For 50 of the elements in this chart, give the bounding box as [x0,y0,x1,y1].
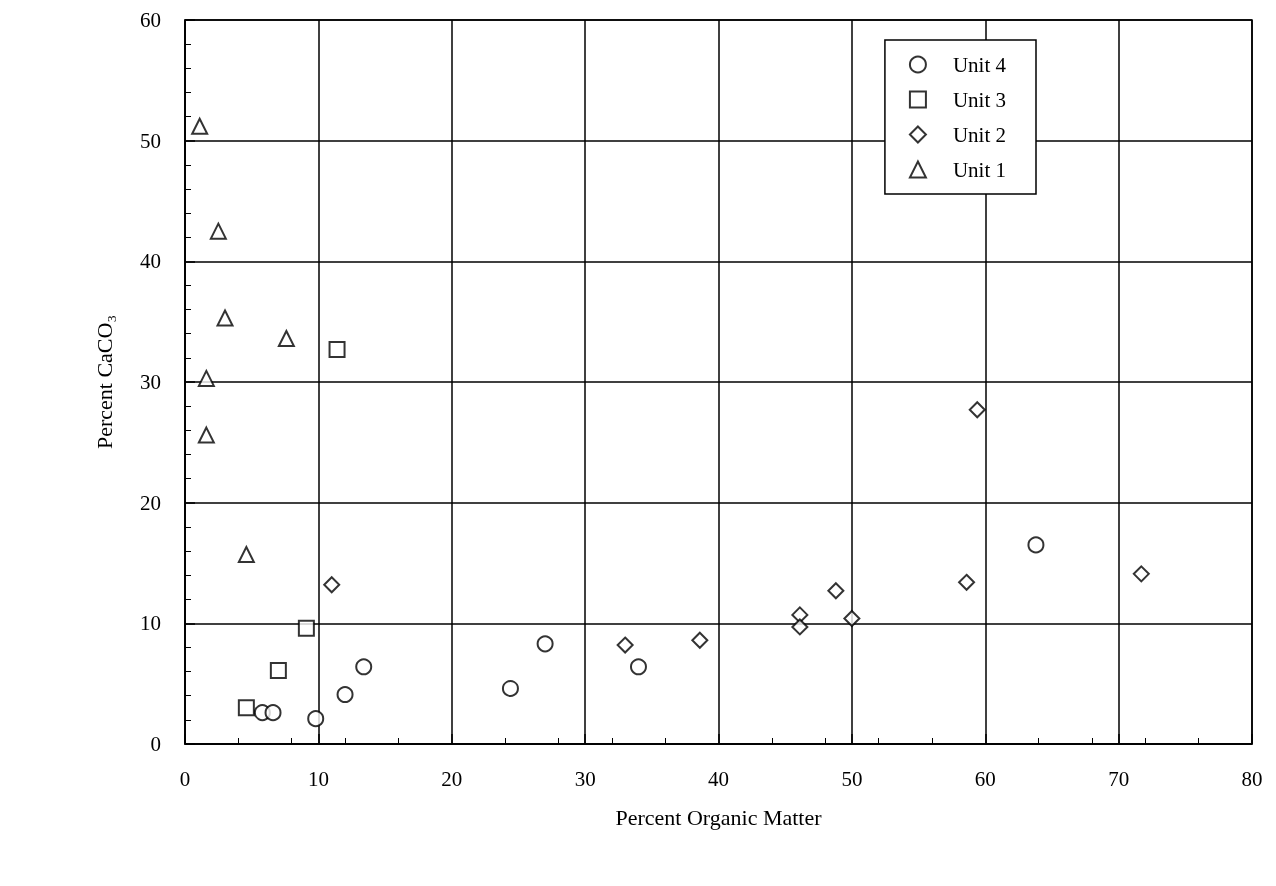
point [501,680,519,697]
y-axis-title: Percent CaCO₃ [91,314,117,450]
x-tick-label: 40 [708,766,729,791]
x-tick-label: 0 [179,766,191,791]
point [328,340,346,358]
point [536,635,554,653]
y-tick-label: 40 [140,249,161,274]
point [216,309,234,327]
x-axis-title: Percent Organic Matter [615,804,823,830]
point [355,658,373,676]
point [1027,536,1045,554]
point [237,546,255,564]
y-tick-label: 30 [140,370,161,394]
point [629,658,647,676]
point [197,426,215,444]
legend-label: Unit 3 [952,87,1007,112]
x-tick-label: 70 [1108,766,1130,791]
legend-label: Unit 1 [952,157,1007,182]
y-tick-label: 10 [140,611,161,636]
point [827,582,845,600]
point [264,704,282,722]
y-tick-label: 20 [140,490,161,515]
point [1132,565,1150,583]
point [307,710,325,728]
point [843,610,861,628]
point [209,222,227,240]
y-tick-label: 50 [140,128,161,153]
x-tick-label: 30 [574,766,596,791]
point [323,576,341,594]
legend-label: Unit 4 [952,52,1007,77]
x-tick-label: 10 [307,766,329,791]
point [197,369,215,387]
point [191,117,209,135]
point [791,618,809,636]
point [968,401,986,419]
point [958,573,976,591]
x-tick-label: 50 [841,766,863,791]
y-tick-label: 0 [150,732,161,756]
point [297,619,315,637]
x-tick-label: 20 [441,766,463,791]
y-tick-label: 60 [140,8,161,32]
x-tick-label: 60 [974,766,996,791]
legend-label: Unit 2 [952,122,1007,147]
point [336,686,354,704]
point [616,636,634,654]
point [269,661,287,679]
point [277,330,295,348]
x-tick-label: 80 [1241,766,1263,791]
point [237,699,255,717]
point [691,631,709,649]
